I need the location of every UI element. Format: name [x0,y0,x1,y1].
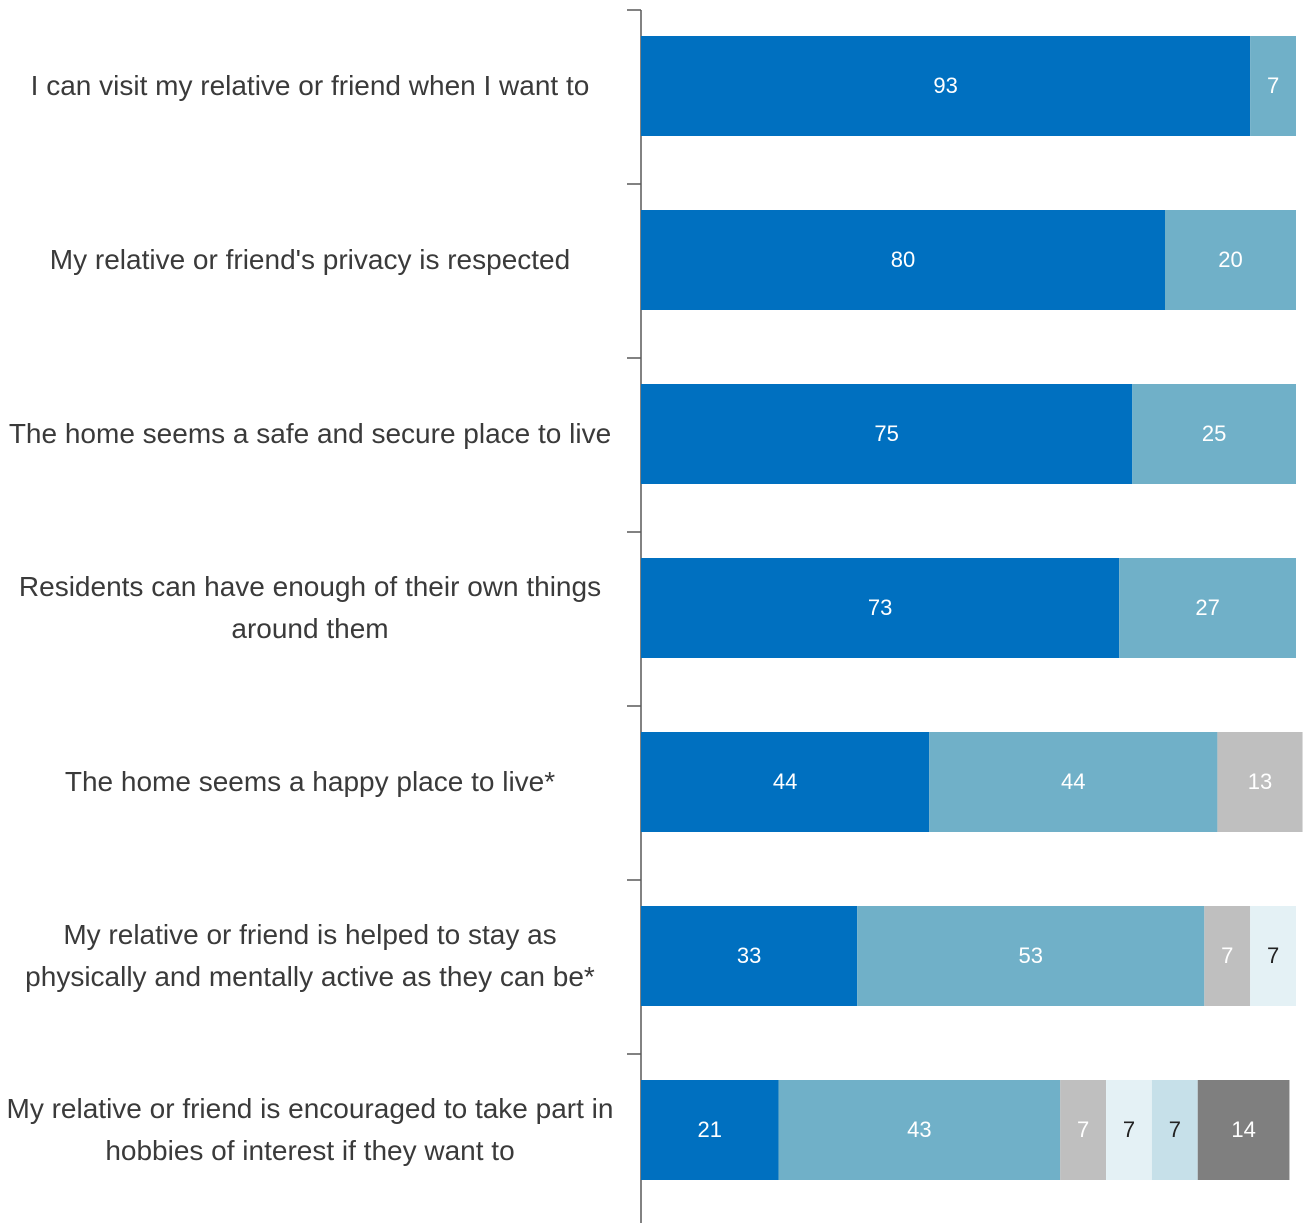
value-label: 27 [1195,595,1219,620]
value-label: 7 [1077,1117,1089,1142]
bar-segment [641,36,1251,136]
bar-segment [641,732,930,832]
bar-segment [1106,1080,1152,1180]
value-label: 20 [1218,247,1242,272]
bar-segment [641,1080,779,1180]
value-label: 80 [891,247,915,272]
value-label: 75 [874,421,898,446]
bar-segment [857,906,1205,1006]
value-label: 53 [1018,943,1042,968]
category-label: The home seems a safe and secure place t… [0,364,620,504]
category-label: The home seems a happy place to live* [0,712,620,852]
category-label: My relative or friend is helped to stay … [0,886,620,1026]
value-label: 13 [1248,769,1272,794]
category-text: My relative or friend's privacy is respe… [49,244,571,275]
category-label: My relative or friend's privacy is respe… [0,190,620,330]
category-label: My relative or friend is encouraged to t… [0,1060,620,1200]
bar-segment [1119,558,1296,658]
value-label: 7 [1267,943,1279,968]
category-text: My relative or friend is helped to stay … [25,919,595,992]
bar-segment [1217,732,1303,832]
value-label: 43 [907,1117,931,1142]
value-label: 7 [1169,1117,1181,1142]
category-text: The home seems a happy place to live* [64,766,556,797]
value-label: 7 [1123,1117,1135,1142]
category-label: Residents can have enough of their own t… [0,538,620,678]
bar-segment [641,384,1133,484]
bar-segment [1060,1080,1107,1180]
value-label: 93 [933,73,957,98]
value-label: 73 [868,595,892,620]
bar-segment [778,1080,1061,1180]
bar-segment [641,210,1165,310]
value-label: 33 [737,943,761,968]
value-label: 25 [1202,421,1226,446]
value-label: 44 [773,769,797,794]
category-text: My relative or friend is encouraged to t… [6,1093,614,1166]
bar-segment [1132,384,1296,484]
value-label: 14 [1231,1117,1255,1142]
value-label: 44 [1061,769,1085,794]
bar-segment [929,732,1218,832]
category-text: The home seems a safe and secure place t… [8,418,612,449]
category-text: I can visit my relative or friend when I… [30,70,590,101]
value-label: 7 [1221,943,1233,968]
bar-segment [641,558,1120,658]
bar-segment [1250,36,1296,136]
category-text: Residents can have enough of their own t… [18,571,602,644]
bar-segment [1197,1080,1290,1180]
bar-segment [641,906,858,1006]
category-label: I can visit my relative or friend when I… [0,16,620,156]
value-label: 7 [1267,73,1279,98]
bar-segment [1204,906,1251,1006]
bar-segment [1151,1080,1198,1180]
value-label: 21 [698,1117,722,1142]
bar-segment [1250,906,1296,1006]
bar-segment [1165,210,1296,310]
